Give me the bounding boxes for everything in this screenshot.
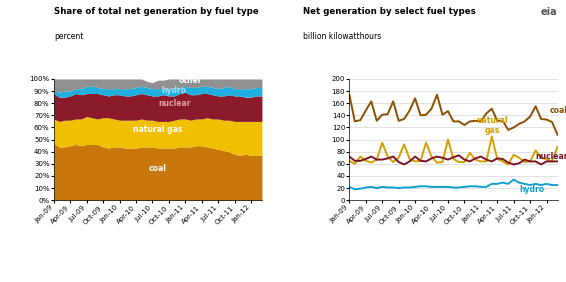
Text: hydro: hydro — [162, 86, 187, 95]
Text: natural
gas: natural gas — [476, 116, 508, 135]
Text: other: other — [179, 76, 203, 85]
Text: billion kilowatthours: billion kilowatthours — [303, 32, 381, 41]
Text: hydro: hydro — [519, 185, 544, 194]
Text: natural gas: natural gas — [133, 125, 183, 134]
Text: eia: eia — [541, 7, 558, 17]
Text: nuclear: nuclear — [535, 152, 566, 161]
Text: percent: percent — [54, 32, 83, 41]
Text: coal: coal — [549, 106, 566, 115]
Text: Share of total net generation by fuel type: Share of total net generation by fuel ty… — [54, 7, 259, 16]
Text: Net generation by select fuel types: Net generation by select fuel types — [303, 7, 475, 16]
Text: coal: coal — [149, 164, 167, 173]
Text: nuclear: nuclear — [158, 99, 191, 108]
